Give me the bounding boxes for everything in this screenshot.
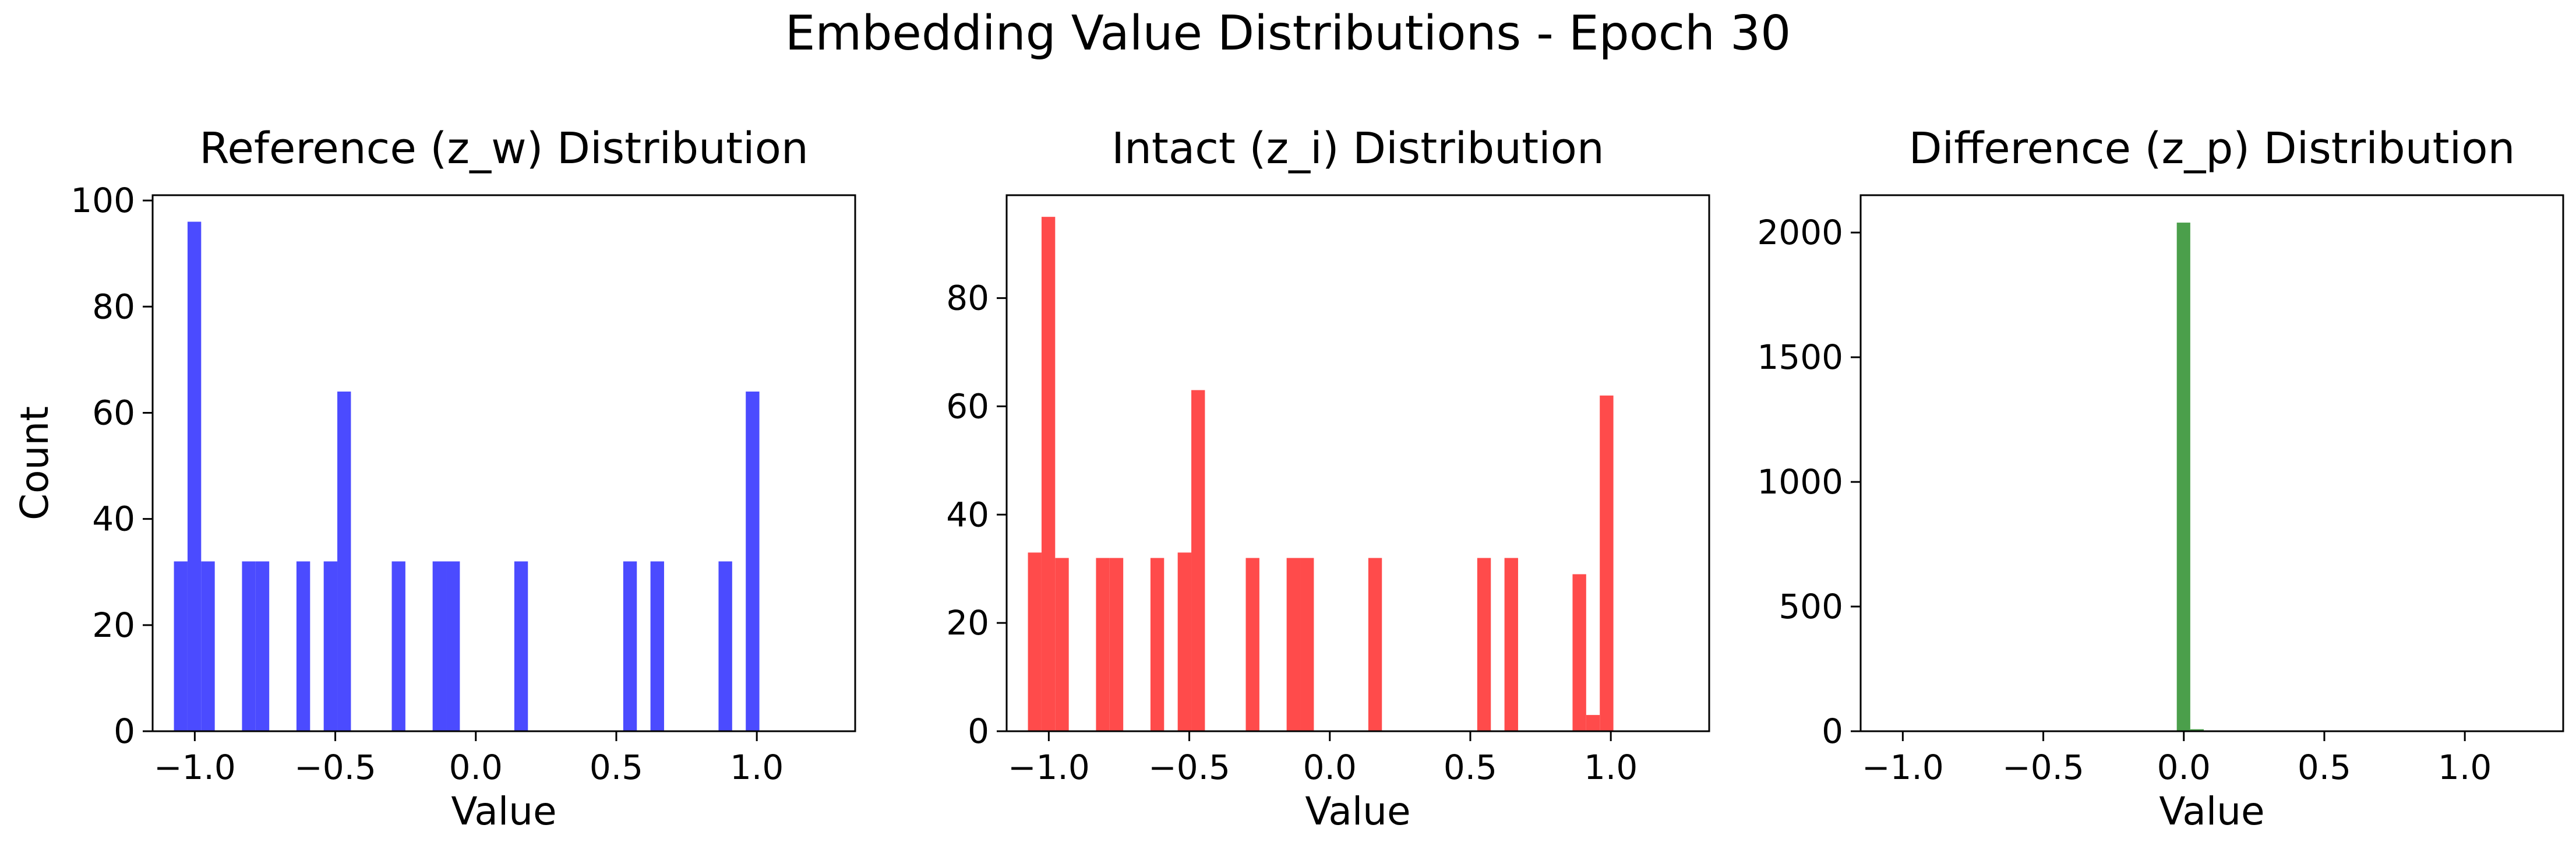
histogram-bar — [2190, 729, 2204, 731]
axes-frame — [1859, 194, 2564, 732]
histogram-bar — [623, 561, 637, 731]
histogram-bar — [337, 392, 351, 731]
x-tick-label: 0.5 — [590, 748, 643, 787]
y-tick-label: 100 — [70, 181, 135, 220]
histogram-bar — [296, 561, 310, 731]
histogram-bar — [1504, 558, 1518, 731]
axes-frame — [151, 194, 856, 732]
histogram-bar — [1055, 558, 1069, 731]
histogram-bar — [1368, 558, 1382, 731]
histogram-bar — [1586, 715, 1600, 731]
histogram-bar — [255, 561, 270, 731]
y-tick-label: 500 — [1779, 587, 1843, 626]
histogram-bar — [2176, 223, 2190, 731]
histogram-bar — [432, 561, 447, 731]
y-tick-label: 40 — [92, 499, 135, 539]
chart-panel-1: Reference (z_w) Distribution −1.0 −0.5 0.0 0… — [12, 124, 856, 834]
x-tick-label: 1.0 — [1584, 748, 1638, 787]
histogram-bar — [718, 561, 732, 731]
histogram-bar — [1286, 558, 1301, 731]
x-tick-label: 0.5 — [1444, 748, 1497, 787]
histogram-bar — [323, 561, 338, 731]
x-tick-label: 0.0 — [2157, 748, 2211, 787]
y-tick-label: 1500 — [1757, 337, 1843, 377]
figure-title: Embedding Value Distributions - Epoch 30 — [785, 6, 1791, 61]
x-tick-label: −1.0 — [1008, 748, 1090, 787]
histogram-bar — [174, 561, 188, 731]
histogram-bar — [1477, 558, 1491, 731]
y-tick-label: 2000 — [1757, 213, 1843, 252]
histogram-bar — [1245, 558, 1259, 731]
chart-title: Difference (z_p) Distribution — [1909, 124, 2515, 174]
histogram-bar — [514, 561, 528, 731]
histogram-bar — [187, 221, 202, 731]
x-tick-label: 1.0 — [730, 748, 784, 787]
histogram-bar — [1096, 558, 1110, 731]
histogram-bar — [1300, 558, 1314, 731]
chart-title: Reference (z_w) Distribution — [199, 124, 809, 174]
y-tick-label: 80 — [92, 287, 135, 326]
chart-panel-3: Difference (z_p) Distribution −1.0 −0.5 0.0… — [1757, 124, 2564, 834]
histogram-bar — [446, 561, 460, 731]
histogram-bar — [201, 561, 215, 731]
y-tick-label: 20 — [92, 605, 135, 645]
x-tick-label: −0.5 — [294, 748, 376, 787]
x-axis-label: Value — [451, 789, 556, 834]
histogram-bar — [1600, 395, 1614, 731]
x-tick-label: 0.5 — [2298, 748, 2351, 787]
y-tick-label: 1000 — [1757, 462, 1843, 502]
y-tick-label: 0 — [1822, 711, 1843, 751]
x-tick-label: −1.0 — [1862, 748, 1944, 787]
histogram-bar — [1028, 552, 1042, 731]
y-tick-label: 60 — [946, 386, 989, 426]
x-tick-label: 0.0 — [449, 748, 503, 787]
histogram-bar — [1572, 574, 1586, 731]
histogram-bar — [1150, 558, 1165, 731]
chart-title: Intact (z_i) Distribution — [1111, 124, 1604, 174]
histogram-bar — [242, 561, 256, 731]
histogram-bar — [1177, 552, 1192, 731]
y-axis-label: Count — [12, 406, 57, 520]
axes-frame — [1005, 194, 1710, 732]
histogram-bar — [391, 561, 405, 731]
x-tick-label: −0.5 — [2002, 748, 2084, 787]
x-tick-label: 1.0 — [2438, 748, 2492, 787]
x-tick-label: −0.5 — [1148, 748, 1230, 787]
histogram-bar — [650, 561, 664, 731]
x-axis-label: Value — [2159, 789, 2264, 834]
histogram-bar — [746, 392, 760, 731]
x-tick-label: 0.0 — [1303, 748, 1357, 787]
histogram-bar — [1109, 558, 1124, 731]
y-tick-label: 20 — [946, 603, 989, 643]
y-tick-label: 0 — [114, 711, 135, 751]
histogram-bar — [1041, 217, 1056, 731]
y-tick-label: 40 — [946, 495, 989, 534]
x-axis-label: Value — [1305, 789, 1410, 834]
histogram-bar — [1191, 390, 1205, 731]
y-tick-label: 0 — [968, 711, 989, 751]
x-tick-label: −1.0 — [154, 748, 236, 787]
y-tick-label: 80 — [946, 279, 989, 318]
chart-panel-2: Intact (z_i) Distribution −1.0 −0.5 0.0 0.5 1… — [946, 124, 1710, 834]
y-tick-label: 60 — [92, 393, 135, 432]
